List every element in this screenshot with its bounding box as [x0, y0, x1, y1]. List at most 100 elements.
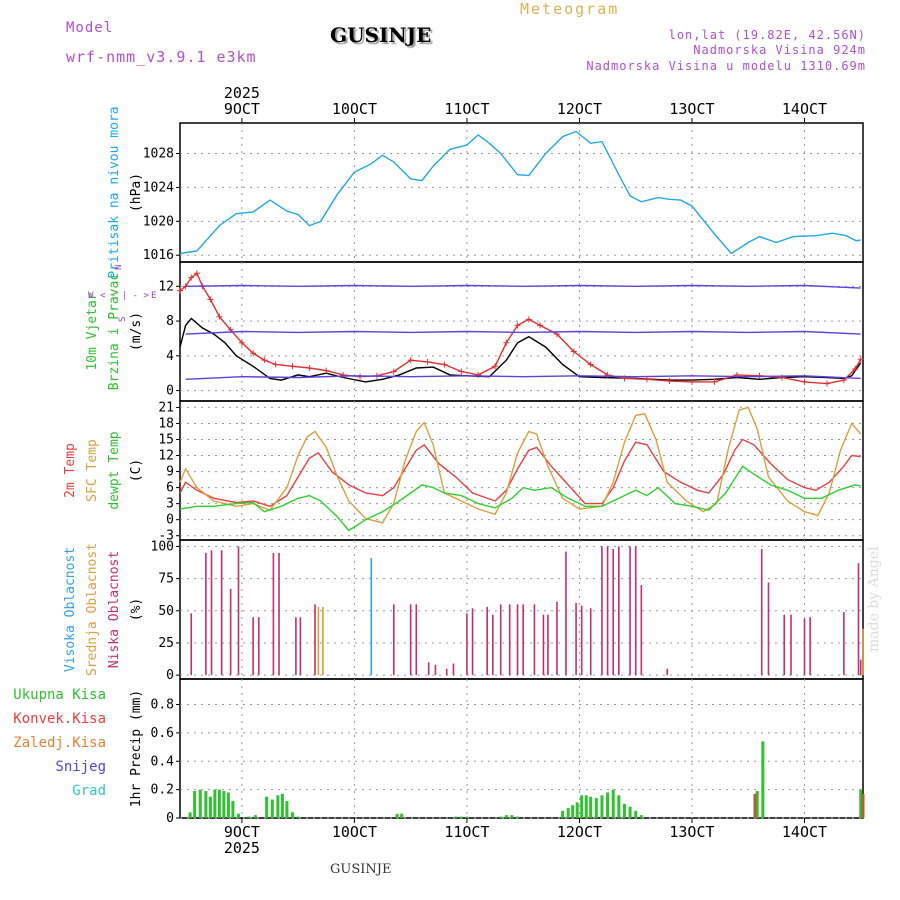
bottom-day-label: 14OCT	[782, 823, 827, 841]
precipitation-ytick-label: 0.8	[151, 698, 174, 713]
clouds-bar	[272, 552, 275, 676]
clouds-ylabel: Srednja Oblacnost	[85, 543, 100, 676]
clouds-bar	[205, 552, 207, 676]
wind-point	[688, 378, 695, 385]
clouds-bar	[575, 603, 577, 676]
pressure-series-line	[179, 130, 861, 255]
clouds-bar	[857, 563, 860, 676]
wind-key-w: W	[88, 291, 94, 301]
bottom-year-label: 2025	[224, 839, 260, 857]
precipitation-bar	[270, 799, 274, 818]
wind-point	[357, 373, 364, 380]
wind-series-line	[185, 330, 861, 335]
precipitation-bar	[213, 789, 217, 818]
precipitation-ytick-label: 0	[166, 811, 174, 826]
clouds-bar	[859, 659, 862, 676]
clouds-bar	[760, 549, 763, 676]
wind-ylabel: Brzina i Pravac	[107, 273, 122, 390]
precipitation-bar	[217, 789, 221, 818]
top-day-label: 11OCT	[444, 100, 489, 118]
wind-point	[207, 296, 214, 303]
top-day-label: 13OCT	[669, 100, 714, 118]
bottom-day-label: 11OCT	[444, 823, 489, 841]
clouds-bar	[466, 613, 468, 676]
clouds-bar	[640, 585, 643, 676]
bottom-day-label: 10OCT	[332, 823, 377, 841]
precipitation-bar	[571, 805, 575, 818]
model-name: wrf-nmm_v3.9.1 e3km	[66, 48, 257, 66]
clouds-bar	[843, 612, 845, 676]
wind-ytick-label: 4	[166, 349, 174, 364]
temperature-ytick-label: 3	[166, 497, 174, 512]
wind-point	[272, 361, 279, 368]
precipitation-bar	[291, 812, 295, 818]
temperature-ylabel: (C)	[129, 459, 144, 482]
pressure-ytick-label: 1016	[143, 248, 174, 263]
wind-point	[857, 356, 864, 363]
precip-legend-item: Konvek.Kisa	[13, 711, 106, 727]
clouds-bar	[237, 546, 240, 676]
clouds-ytick-label: 75	[158, 572, 174, 587]
temperature-ytick-label: 15	[158, 432, 174, 447]
precipitation-bar	[622, 803, 626, 818]
precipitation-ytick-label: 0.6	[151, 726, 174, 741]
precipitation-bar	[247, 816, 251, 818]
pressure-ylabel: (hPa)	[129, 173, 144, 212]
precipitation-bar	[222, 791, 226, 818]
bottom-day-label: 13OCT	[669, 823, 714, 841]
wind-ytick-label: 12	[158, 279, 174, 294]
wind-point	[250, 350, 257, 357]
wind-series-line	[179, 272, 862, 385]
clouds-bar	[322, 606, 324, 676]
precipitation-bar	[753, 793, 757, 818]
precipitation-bar	[575, 802, 579, 818]
temperature-ytick-label: 21	[158, 400, 174, 415]
clouds-bar	[862, 628, 864, 676]
wind-point	[188, 274, 195, 281]
wind-point	[492, 363, 499, 370]
clouds-bar	[618, 546, 620, 676]
wind-point	[525, 316, 532, 323]
clouds-bar	[542, 614, 545, 676]
precipitation-bar	[465, 816, 469, 818]
precipitation-bar	[188, 812, 192, 818]
wind-point	[261, 357, 268, 364]
precipitation-bar	[280, 793, 284, 818]
clouds-bar	[220, 550, 223, 676]
clouds-bar	[516, 604, 519, 676]
precipitation-bar	[561, 810, 565, 818]
clouds-bar	[767, 582, 770, 676]
precipitation-bar	[459, 816, 463, 818]
wind-point	[503, 339, 510, 346]
top-day-label: 14OCT	[782, 100, 827, 118]
clouds-bar	[370, 558, 373, 676]
clouds-bar	[317, 606, 320, 676]
precipitation-bar	[253, 815, 257, 818]
precipitation-ytick-label: 0.4	[151, 754, 175, 769]
elevation-label: Nadmorska Visina 924m	[693, 43, 866, 57]
bottom-day-label: 9OCT	[224, 823, 260, 841]
precip-legend-item: Snijeg	[55, 759, 106, 775]
wind-point	[216, 313, 223, 320]
wind-point	[852, 365, 859, 372]
clouds-bar	[612, 549, 615, 676]
clouds-bar	[533, 604, 536, 676]
precipitation-bar	[761, 741, 765, 818]
precipitation-bar	[639, 815, 643, 818]
pressure-ytick-label: 1020	[143, 214, 174, 229]
clouds-bar	[295, 617, 297, 676]
temperature-series-line	[179, 465, 861, 532]
clouds-bar	[314, 604, 316, 676]
wind-point	[441, 361, 448, 368]
wind-point	[666, 378, 673, 385]
temperature-ylabel: dewpt Temp	[107, 431, 122, 509]
clouds-bar	[803, 618, 806, 676]
precipitation-bar	[859, 789, 863, 818]
precipitation-bar	[395, 813, 399, 818]
precipitation-bar	[454, 816, 458, 818]
clouds-bar	[580, 605, 583, 676]
wind-point	[323, 367, 330, 374]
top-year-label: 2025	[224, 84, 260, 102]
wind-point	[643, 376, 650, 383]
model-label: Model	[66, 20, 114, 36]
